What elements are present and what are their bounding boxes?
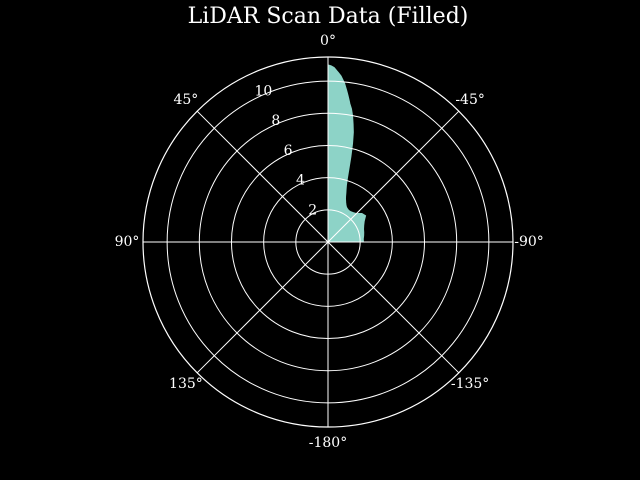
angle-tick-label: 45° <box>173 92 198 108</box>
angular-gridline <box>327 241 460 374</box>
radial-tick-label: 4 <box>296 173 305 189</box>
angular-gridline <box>327 110 460 243</box>
radial-tick-label: 2 <box>308 202 317 218</box>
angle-tick-label: -90° <box>514 234 544 250</box>
angle-tick-label: 135° <box>169 376 203 392</box>
angular-gridline <box>196 241 329 374</box>
radial-tick-label: 10 <box>254 83 272 99</box>
angular-gridline <box>196 110 329 243</box>
chart-title: LiDAR Scan Data (Filled) <box>188 4 469 29</box>
angle-tick-label: 0° <box>320 33 336 49</box>
angle-tick-label: -180° <box>309 435 347 451</box>
angle-tick-label: -135° <box>451 376 489 392</box>
radial-tick-label: 8 <box>271 113 280 129</box>
grid-layer <box>142 56 514 428</box>
angle-tick-label: 90° <box>115 234 140 250</box>
radial-tick-label: 6 <box>284 143 293 159</box>
data-layer <box>327 64 367 243</box>
angle-tick-label: -45° <box>455 92 485 108</box>
lidar-scan-area <box>327 64 367 243</box>
